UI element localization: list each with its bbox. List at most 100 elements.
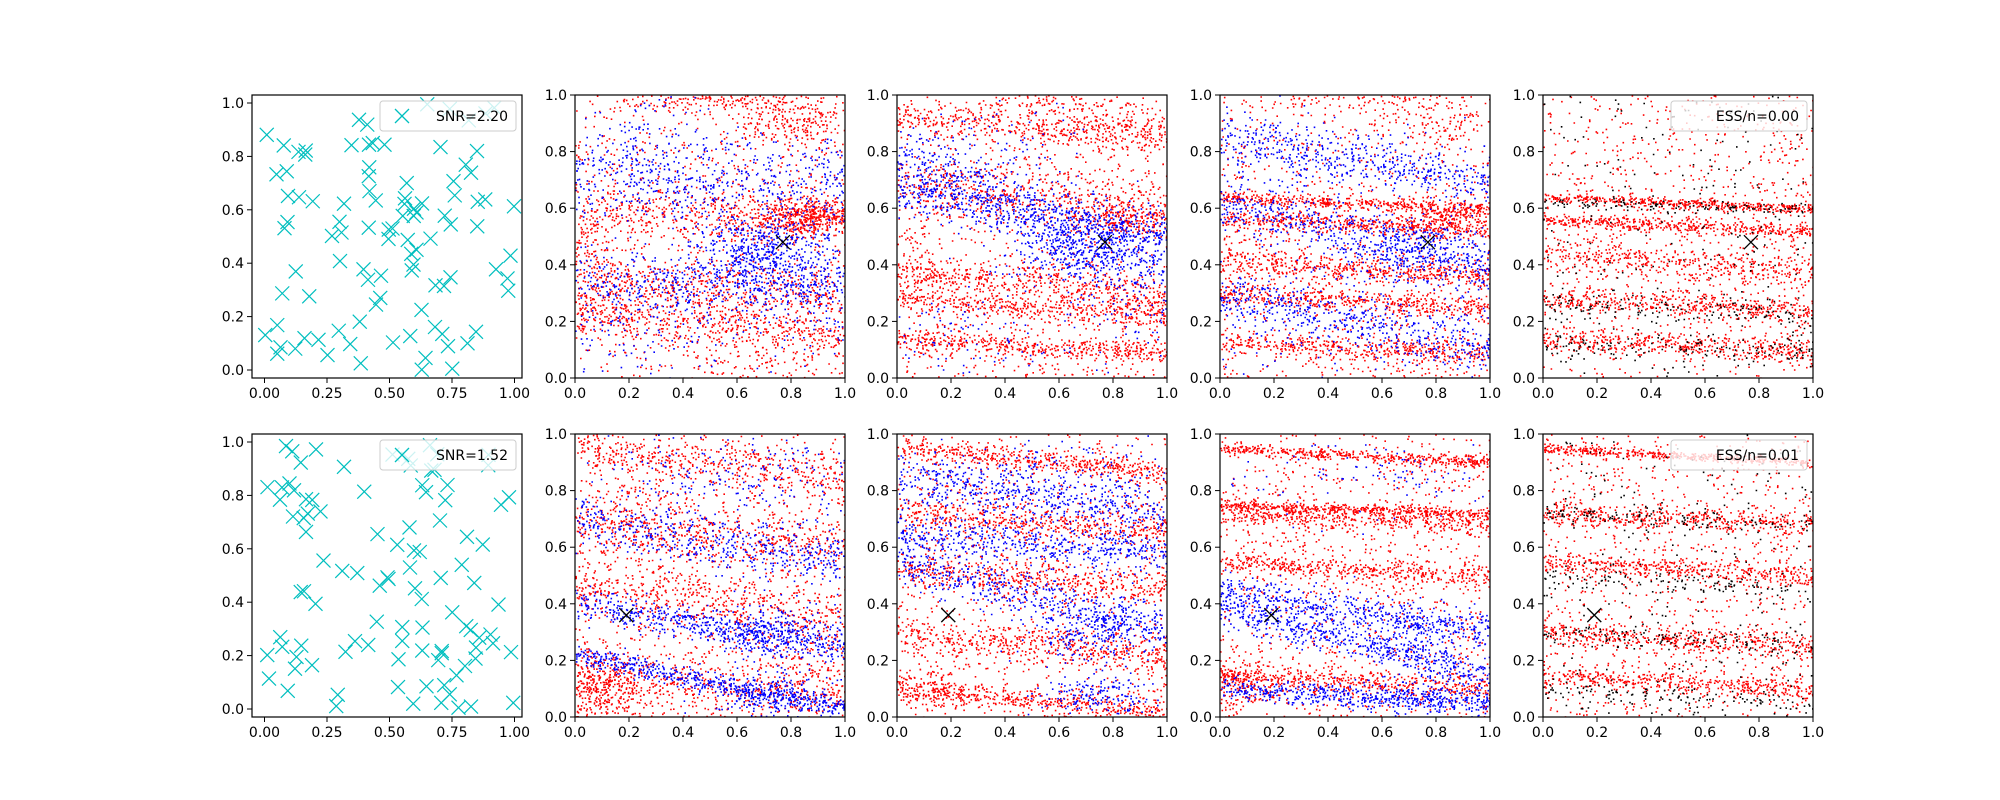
x-tick-label: 0.6 — [1048, 386, 1070, 402]
sample-point — [405, 696, 421, 712]
sample-point — [402, 560, 418, 575]
y-tick-label: 0.0 — [1513, 371, 1535, 387]
sample-point — [469, 143, 485, 159]
sample-point — [488, 261, 504, 277]
y-tick-label: 0.4 — [1513, 258, 1535, 274]
sample-point — [276, 138, 292, 153]
y-tick-label: 0.4 — [1513, 597, 1535, 613]
plot-area — [575, 95, 845, 378]
x-tick-label: 1.0 — [1156, 386, 1178, 402]
sample-point — [293, 638, 309, 654]
panel-r1-c3: 0.0 0.2 0.4 0.6 0.8 1.0 0.0 0.2 0.4 0.6 0.8 1.0 — [867, 88, 1178, 402]
sample-point — [336, 459, 352, 475]
axes-frame — [251, 433, 523, 718]
sample-point — [342, 336, 358, 352]
sample-point — [368, 193, 384, 208]
sample-point — [269, 166, 284, 182]
sample-point — [402, 520, 417, 535]
sample-point — [370, 526, 385, 542]
y-tick-label: 0.8 — [867, 484, 889, 500]
axes-frame — [1542, 433, 1814, 718]
sample-point — [458, 157, 474, 173]
y-tick-label: 0.4 — [222, 256, 244, 272]
x-tick-label: 0.6 — [726, 386, 748, 402]
y-tick-label: 0.4 — [867, 258, 889, 274]
sample-point — [360, 637, 376, 653]
plot-area — [575, 434, 845, 717]
sample-point — [332, 253, 348, 269]
x-tick-label: 0.2 — [1586, 386, 1608, 402]
y-tick-label: 0.8 — [222, 149, 244, 165]
y-tick-label: 0.2 — [222, 649, 244, 665]
x-tick-label: 0.6 — [726, 725, 748, 741]
sample-point — [305, 193, 321, 209]
red-particles — [1543, 434, 1813, 717]
panel-r2-c2: 0.0 0.2 0.4 0.6 0.8 1.0 0.0 0.2 0.4 0.6 0.8 1.0 — [545, 427, 856, 741]
sample-point — [432, 513, 448, 528]
y-tick-label: 0.2 — [545, 314, 567, 330]
x-tick-label: 0.00 — [249, 725, 280, 741]
x-tick-label: 1.00 — [499, 725, 530, 741]
y-tick-label: 1.0 — [1190, 427, 1212, 443]
sample-point — [394, 633, 410, 649]
x-tick-label: 1.0 — [1802, 725, 1824, 741]
plot-area — [897, 434, 1167, 717]
sample-point — [361, 137, 377, 153]
sample-point — [503, 644, 519, 660]
y-tick-label: 0.8 — [1190, 145, 1212, 161]
y-tick-label: 0.0 — [222, 702, 244, 718]
red-particles — [1220, 95, 1490, 378]
legend-label: ESS/n=0.00 — [1716, 109, 1799, 125]
sample-point — [437, 208, 453, 224]
sample-point — [402, 328, 418, 344]
sample-point — [274, 479, 290, 495]
sample-point — [503, 248, 518, 264]
x-tick-label: 0.0 — [564, 386, 586, 402]
sample-point — [328, 698, 344, 714]
sample-point — [390, 679, 406, 695]
y-tick-label: 0.0 — [1190, 371, 1212, 387]
sample-point — [347, 633, 363, 649]
sample-point — [372, 290, 388, 306]
y-tick-label: 0.4 — [1190, 258, 1212, 274]
y-tick-label: 0.2 — [867, 653, 889, 669]
target-marker — [775, 234, 791, 250]
blue-particles — [1220, 95, 1490, 378]
legend-label: SNR=2.20 — [436, 109, 508, 125]
red-particles — [575, 434, 845, 717]
sample-point — [418, 350, 433, 366]
sample-point — [261, 671, 277, 686]
sample-point — [368, 297, 384, 313]
sample-point — [434, 643, 450, 659]
sample-point — [434, 326, 450, 342]
sample-point — [301, 288, 317, 304]
sample-point — [259, 127, 275, 143]
sample-point — [391, 651, 406, 667]
y-tick-label: 0.6 — [1190, 540, 1212, 556]
sample-point — [433, 139, 448, 155]
sample-point — [463, 699, 479, 715]
sample-point — [269, 346, 285, 362]
sample-point — [468, 651, 483, 666]
sample-point — [385, 335, 401, 350]
y-tick-label: 0.0 — [867, 710, 889, 726]
x-tick-label: 0.75 — [436, 386, 467, 402]
sample-point — [414, 302, 429, 318]
sample-point — [415, 620, 430, 635]
sample-point — [373, 268, 389, 284]
sample-point — [434, 645, 450, 661]
sample-point — [352, 314, 368, 330]
x-tick-label: 0.4 — [672, 725, 694, 741]
sample-point — [320, 347, 335, 363]
axes-frame — [896, 433, 1168, 718]
y-tick-label: 0.4 — [222, 595, 244, 611]
sample-point — [412, 544, 428, 560]
sample-point — [468, 324, 484, 340]
x-tick-label: 1.0 — [1156, 725, 1178, 741]
y-tick-label: 0.4 — [545, 597, 567, 613]
sample-point — [362, 183, 377, 199]
sample-point — [285, 509, 301, 524]
sample-point — [397, 196, 412, 212]
x-tick-label: 0.4 — [1640, 386, 1662, 402]
